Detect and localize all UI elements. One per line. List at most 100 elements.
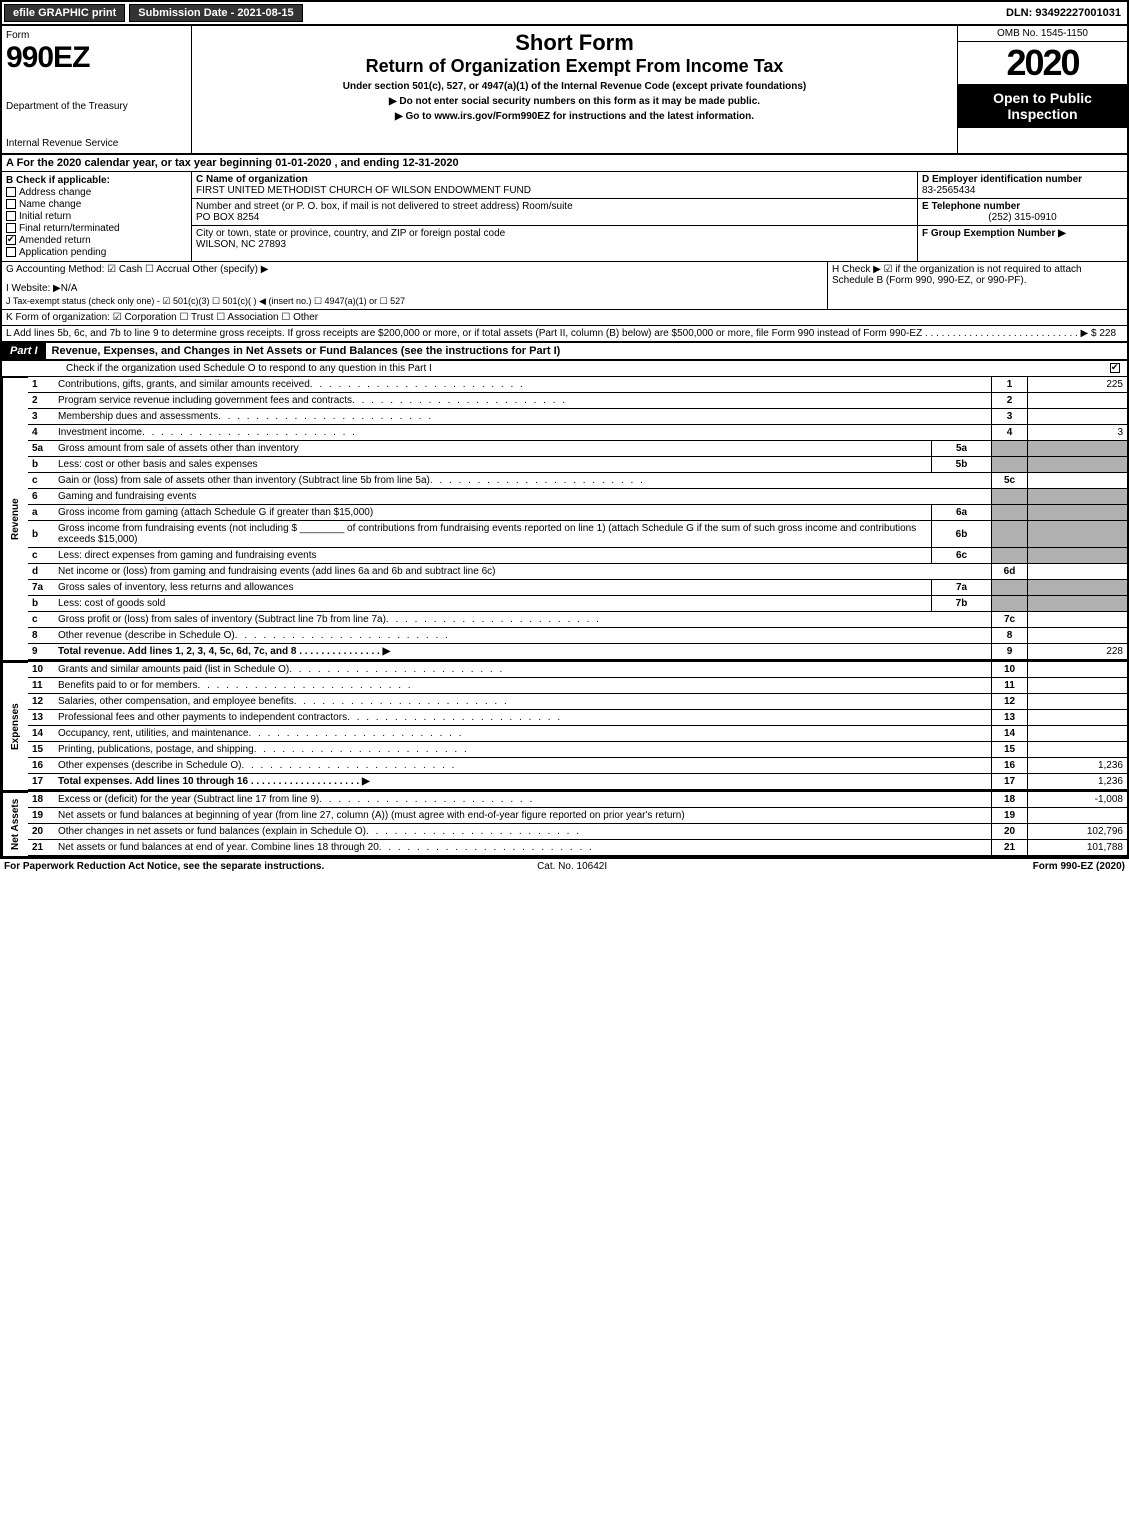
ln4-rn: 4 bbox=[991, 425, 1027, 441]
ln6b-n: b bbox=[28, 521, 54, 548]
ln6a-n: a bbox=[28, 505, 54, 521]
ln6d-t: Net income or (loss) from gaming and fun… bbox=[54, 564, 991, 580]
ln17-rn: 17 bbox=[991, 774, 1027, 790]
ln6a-gv bbox=[1027, 505, 1127, 521]
ln6-t: Gaming and fundraising events bbox=[54, 489, 991, 505]
goto-link[interactable]: ▶ Go to www.irs.gov/Form990EZ for instru… bbox=[196, 111, 953, 122]
ln14-rn: 14 bbox=[991, 726, 1027, 742]
b-address: Address change bbox=[19, 187, 91, 198]
dept-treasury: Department of the Treasury bbox=[6, 101, 187, 112]
city-value: WILSON, NC 27893 bbox=[196, 239, 913, 250]
ln19-t: Net assets or fund balances at beginning… bbox=[54, 808, 991, 824]
ln10-v bbox=[1027, 662, 1127, 678]
submission-date-label: Submission Date - 2021-08-15 bbox=[129, 4, 302, 22]
ln5b-sub: 5b bbox=[931, 457, 991, 473]
gh-block: G Accounting Method: ☑ Cash ☐ Accrual Ot… bbox=[0, 262, 1129, 310]
phone-value: (252) 315-0910 bbox=[922, 212, 1123, 223]
street-label: Number and street (or P. O. box, if mail… bbox=[196, 201, 913, 212]
ln16-n: 16 bbox=[28, 758, 54, 774]
ln15-v bbox=[1027, 742, 1127, 758]
ln11-rn: 11 bbox=[991, 678, 1027, 694]
form-word: Form bbox=[6, 30, 187, 41]
ln2-rn: 2 bbox=[991, 393, 1027, 409]
ln8-t: Other revenue (describe in Schedule O) bbox=[54, 628, 991, 644]
ln14-v bbox=[1027, 726, 1127, 742]
section-def: D Employer identification number 83-2565… bbox=[917, 172, 1127, 261]
entity-block: B Check if applicable: Address change Na… bbox=[0, 172, 1129, 262]
d-label: D Employer identification number bbox=[922, 174, 1123, 185]
ln12-rn: 12 bbox=[991, 694, 1027, 710]
section-c: C Name of organization FIRST UNITED METH… bbox=[192, 172, 917, 261]
ln13-rn: 13 bbox=[991, 710, 1027, 726]
ln18-n: 18 bbox=[28, 792, 54, 808]
part1-sub: Check if the organization used Schedule … bbox=[0, 361, 1129, 377]
section-b: B Check if applicable: Address change Na… bbox=[2, 172, 192, 261]
ln6-gv bbox=[1027, 489, 1127, 505]
ln19-v bbox=[1027, 808, 1127, 824]
ln20-rn: 20 bbox=[991, 824, 1027, 840]
chk-final[interactable] bbox=[6, 223, 16, 233]
ln7c-v bbox=[1027, 612, 1127, 628]
ln6a-sub: 6a bbox=[931, 505, 991, 521]
expenses-grid: Expenses 10Grants and similar amounts pa… bbox=[0, 660, 1129, 790]
ssn-warning: ▶ Do not enter social security numbers o… bbox=[196, 96, 953, 107]
l-line: L Add lines 5b, 6c, and 7b to line 9 to … bbox=[0, 326, 1129, 342]
form-number: 990EZ bbox=[6, 41, 187, 75]
part1-header: Part I Revenue, Expenses, and Changes in… bbox=[0, 342, 1129, 361]
i-website: I Website: ▶N/A bbox=[6, 283, 823, 294]
footer-cat: Cat. No. 10642I bbox=[537, 861, 607, 872]
open-inspection: Open to Public Inspection bbox=[958, 84, 1127, 128]
ln9-t: Total revenue. Add lines 1, 2, 3, 4, 5c,… bbox=[54, 644, 991, 660]
efile-print-button[interactable]: efile GRAPHIC print bbox=[4, 4, 125, 22]
ln4-n: 4 bbox=[28, 425, 54, 441]
ln5c-n: c bbox=[28, 473, 54, 489]
ln4-v: 3 bbox=[1027, 425, 1127, 441]
ln21-rn: 21 bbox=[991, 840, 1027, 856]
b-amended: Amended return bbox=[19, 235, 91, 246]
ln8-n: 8 bbox=[28, 628, 54, 644]
side-revenue: Revenue bbox=[2, 377, 28, 660]
chk-address[interactable] bbox=[6, 187, 16, 197]
ln7c-rn: 7c bbox=[991, 612, 1027, 628]
ln7b-g bbox=[991, 596, 1027, 612]
ln7a-g bbox=[991, 580, 1027, 596]
ln6c-t: Less: direct expenses from gaming and fu… bbox=[54, 548, 931, 564]
ln17-t: Total expenses. Add lines 10 through 16 … bbox=[54, 774, 991, 790]
chk-amended[interactable] bbox=[6, 235, 16, 245]
ln9-v: 228 bbox=[1027, 644, 1127, 660]
ln1-n: 1 bbox=[28, 377, 54, 393]
chk-schedule-o[interactable] bbox=[1110, 363, 1120, 373]
ln5c-rn: 5c bbox=[991, 473, 1027, 489]
ln1-rn: 1 bbox=[991, 377, 1027, 393]
ln7c-n: c bbox=[28, 612, 54, 628]
ln5b-g bbox=[991, 457, 1027, 473]
tax-year-range: A For the 2020 calendar year, or tax yea… bbox=[0, 155, 1129, 172]
ln5a-t: Gross amount from sale of assets other t… bbox=[54, 441, 931, 457]
street-value: PO BOX 8254 bbox=[196, 212, 913, 223]
ln17-v: 1,236 bbox=[1027, 774, 1127, 790]
omb-number: OMB No. 1545-1150 bbox=[958, 26, 1127, 42]
b-name: Name change bbox=[19, 199, 81, 210]
dln-label: DLN: 93492227001031 bbox=[1000, 5, 1127, 21]
ln6c-sub: 6c bbox=[931, 548, 991, 564]
chk-pending[interactable] bbox=[6, 247, 16, 257]
chk-name[interactable] bbox=[6, 199, 16, 209]
ln1-v: 225 bbox=[1027, 377, 1127, 393]
revenue-grid: Revenue 1Contributions, gifts, grants, a… bbox=[0, 377, 1129, 660]
ln21-v: 101,788 bbox=[1027, 840, 1127, 856]
ln11-n: 11 bbox=[28, 678, 54, 694]
h-schedule-b: H Check ▶ ☑ if the organization is not r… bbox=[827, 262, 1127, 309]
netassets-grid: Net Assets 18Excess or (deficit) for the… bbox=[0, 790, 1129, 858]
ln7b-n: b bbox=[28, 596, 54, 612]
ln14-n: 14 bbox=[28, 726, 54, 742]
ln5b-gv bbox=[1027, 457, 1127, 473]
ln9-n: 9 bbox=[28, 644, 54, 660]
ln20-t: Other changes in net assets or fund bala… bbox=[54, 824, 991, 840]
ln3-rn: 3 bbox=[991, 409, 1027, 425]
ln13-v bbox=[1027, 710, 1127, 726]
ln16-t: Other expenses (describe in Schedule O) bbox=[54, 758, 991, 774]
ln8-rn: 8 bbox=[991, 628, 1027, 644]
footer-form: Form 990-EZ (2020) bbox=[1033, 861, 1125, 872]
ln6-n: 6 bbox=[28, 489, 54, 505]
chk-initial[interactable] bbox=[6, 211, 16, 221]
